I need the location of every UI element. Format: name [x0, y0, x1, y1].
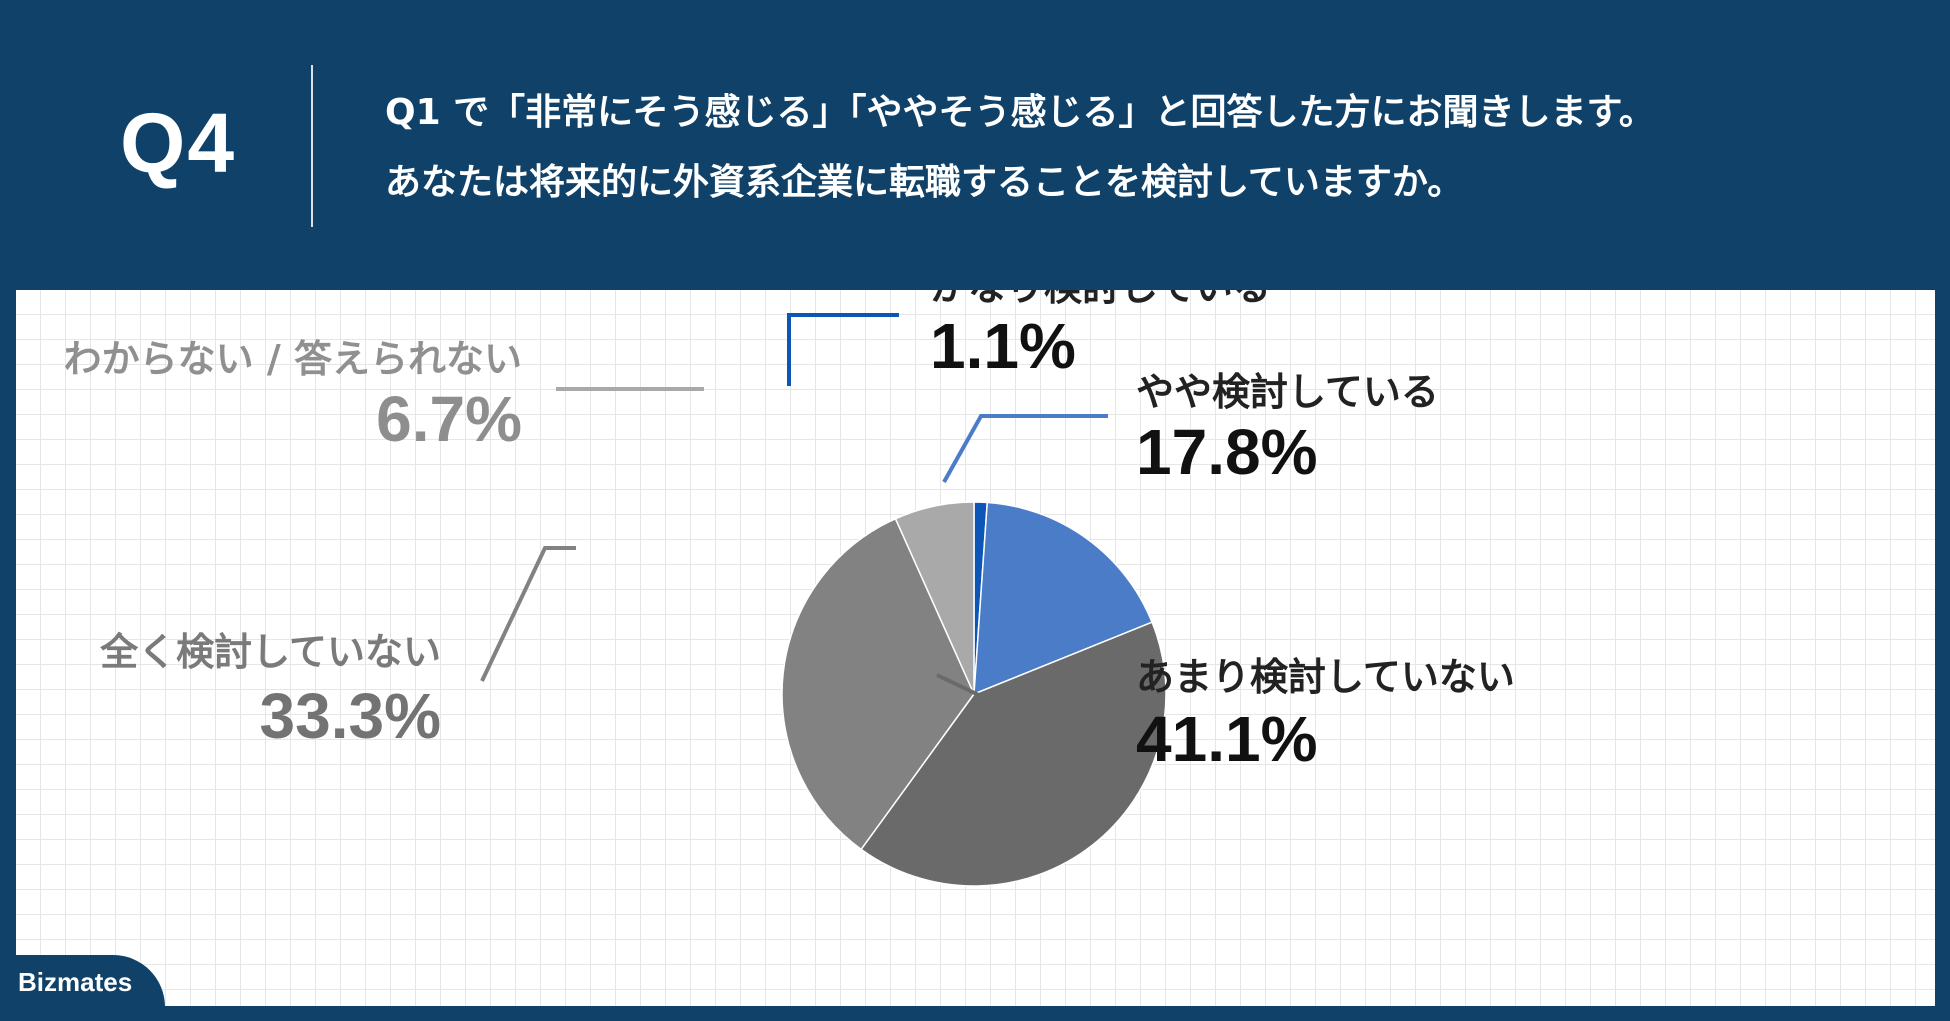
question-line-1: Q1 で「非常にそう感じる」「ややそう感じる」と回答した方にお聞きします。: [385, 92, 1655, 133]
leader-lines: [480, 313, 1108, 710]
question-text: Q1 で「非常にそう感じる」「ややそう感じる」と回答した方にお聞きします。 あな…: [385, 78, 1905, 218]
slice-label-3: あまり検討していない: [1136, 655, 1515, 699]
slice-value-1: 1.1%: [930, 310, 1076, 382]
slice-label-1: かなり検討している: [930, 290, 1271, 309]
header-divider: [311, 65, 313, 227]
header: Q4 Q1 で「非常にそう感じる」「ややそう感じる」と回答した方にお聞きします。…: [0, 0, 1950, 290]
question-line-2: あなたは将来的に外資系企業に転職することを検討していますか。: [385, 162, 1464, 203]
pie-slice-3: [860, 621, 1167, 887]
slice-label-2: やや検討している: [1136, 370, 1439, 414]
leader-line-2: [942, 414, 1108, 483]
slice-value-2: 17.8%: [1136, 416, 1317, 488]
brand-logo: Bizmates: [18, 967, 133, 997]
slice-value-4: 33.3%: [260, 680, 441, 752]
question-number: Q4: [120, 96, 237, 190]
slice-value-3: 41.1%: [1136, 703, 1317, 775]
pie-slice-2: [973, 501, 1154, 696]
brand-badge: Bizmates: [0, 955, 165, 1007]
slice-label-4: 全く検討していない: [99, 630, 441, 674]
slice-value-5: 6.7%: [376, 383, 522, 455]
pie-slice-5: [894, 501, 975, 695]
leader-line-1: [787, 313, 899, 386]
slice-label-5: わからない / 答えられない: [64, 337, 522, 381]
pie-slices: [781, 501, 1167, 887]
pie-slice-4: [781, 517, 975, 851]
leader-line-3: [936, 673, 1108, 710]
leader-line-4: [480, 546, 576, 682]
